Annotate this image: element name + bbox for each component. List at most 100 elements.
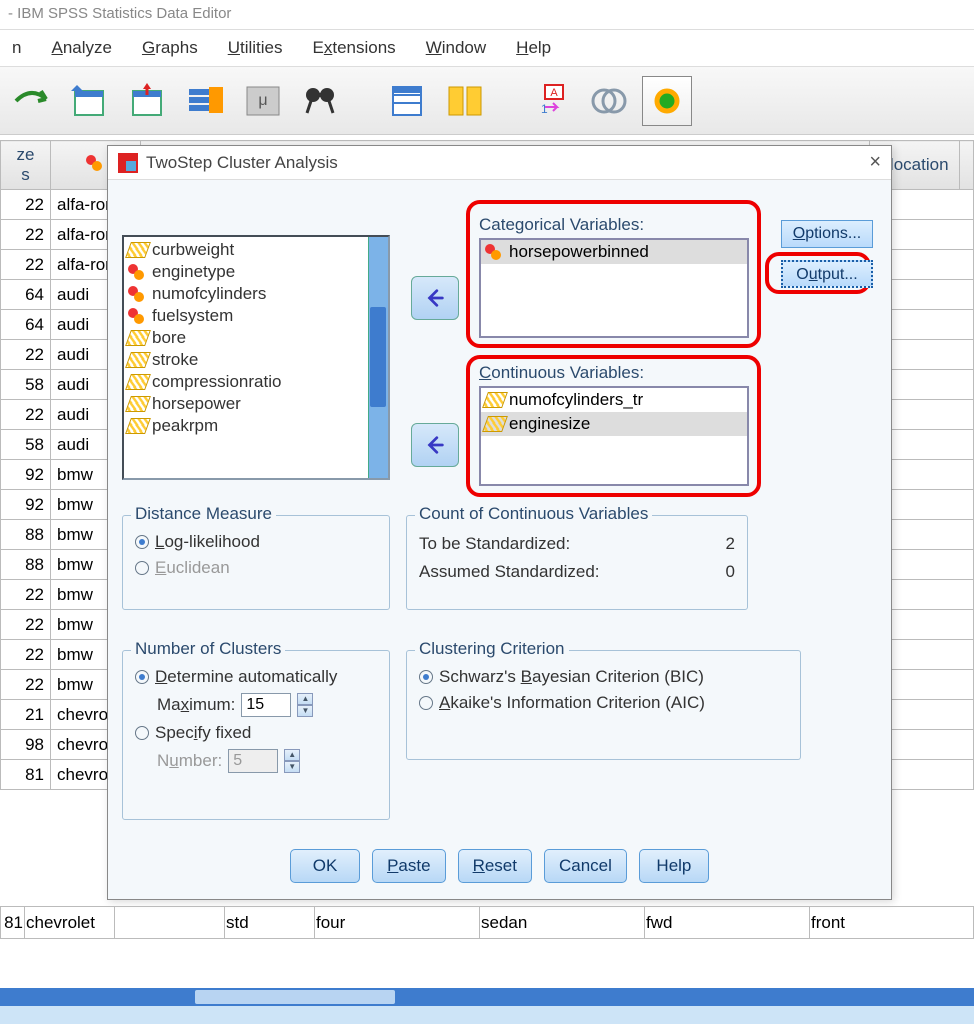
count-std-label: To be Standardized: bbox=[419, 534, 570, 554]
cancel-button[interactable]: Cancel bbox=[544, 849, 627, 883]
distance-title: Distance Measure bbox=[131, 504, 276, 524]
nominal-icon bbox=[485, 244, 505, 260]
var-label: peakrpm bbox=[152, 416, 218, 436]
radio-aic[interactable]: Akaike's Information Criterion (AIC) bbox=[419, 693, 788, 713]
categorical-label: Categorical Variables: bbox=[479, 215, 644, 235]
grid-cell[interactable]: 22 bbox=[1, 640, 51, 670]
num-input bbox=[228, 749, 278, 773]
value-labels-icon[interactable]: A1 bbox=[526, 76, 576, 126]
dialog-title: TwoStep Cluster Analysis bbox=[146, 153, 338, 173]
var-label: compressionratio bbox=[152, 372, 281, 392]
source-var-item[interactable]: stroke bbox=[126, 349, 386, 371]
continuous-var-item[interactable]: numofcylinders_tr bbox=[481, 388, 747, 412]
source-var-item[interactable]: horsepower bbox=[126, 393, 386, 415]
compute-icon[interactable]: μ bbox=[238, 76, 288, 126]
dialog-icon bbox=[118, 153, 138, 173]
distance-measure-group: Distance Measure Log-likelihood Euclidea… bbox=[122, 515, 390, 610]
source-var-item[interactable]: enginetype bbox=[126, 261, 386, 283]
scrollbar-track[interactable] bbox=[368, 237, 388, 478]
col-header-partial[interactable]: zes bbox=[1, 141, 51, 190]
redo-icon[interactable] bbox=[6, 76, 56, 126]
var-label: horsepowerbinned bbox=[509, 242, 649, 262]
menu-utilities[interactable]: Utilities bbox=[228, 38, 283, 58]
grid-cell[interactable]: 22 bbox=[1, 340, 51, 370]
categorical-variables-list[interactable]: horsepowerbinned bbox=[479, 238, 749, 338]
radio-specify-fixed[interactable]: Specify fixed bbox=[135, 723, 377, 743]
grid-cell[interactable]: 64 bbox=[1, 310, 51, 340]
grid-cell[interactable]: 22 bbox=[1, 220, 51, 250]
goto-var-icon[interactable] bbox=[122, 76, 172, 126]
grid-cell[interactable]: 22 bbox=[1, 400, 51, 430]
help-button[interactable]: Help bbox=[639, 849, 709, 883]
grid-cell[interactable]: 64 bbox=[1, 280, 51, 310]
menu-analyze[interactable]: Analyze bbox=[51, 38, 111, 58]
grid-cell[interactable]: 58 bbox=[1, 370, 51, 400]
grid-cell[interactable]: 88 bbox=[1, 550, 51, 580]
twostep-dialog: TwoStep Cluster Analysis × curbweighteng… bbox=[107, 145, 892, 900]
bottom-data-row: 81 chevrolet std four sedan fwd front bbox=[0, 906, 974, 939]
scale-icon bbox=[482, 416, 508, 432]
source-variable-list[interactable]: curbweightenginetypenumofcylindersfuelsy… bbox=[122, 235, 390, 480]
insert-case-icon[interactable] bbox=[382, 76, 432, 126]
source-var-item[interactable]: peakrpm bbox=[126, 415, 386, 437]
dialog-buttons: OK Paste Reset Cancel Help bbox=[108, 849, 891, 883]
nominal-icon bbox=[128, 308, 148, 324]
source-var-item[interactable]: numofcylinders bbox=[126, 283, 386, 305]
menu-graphs[interactable]: Graphs bbox=[142, 38, 198, 58]
grid-cell[interactable]: 98 bbox=[1, 730, 51, 760]
max-spinner[interactable]: ▲▼ bbox=[297, 693, 313, 717]
menu-window[interactable]: Window bbox=[426, 38, 486, 58]
grid-cell[interactable]: 22 bbox=[1, 580, 51, 610]
sets-icon[interactable] bbox=[584, 76, 634, 126]
grid-cell[interactable]: 88 bbox=[1, 520, 51, 550]
source-var-item[interactable]: curbweight bbox=[126, 239, 386, 261]
variables-icon[interactable] bbox=[180, 76, 230, 126]
grid-cell[interactable]: 22 bbox=[1, 250, 51, 280]
grid-cell[interactable]: 92 bbox=[1, 490, 51, 520]
menu-prefix[interactable]: n bbox=[12, 38, 21, 58]
scale-icon bbox=[482, 392, 508, 408]
dialog-titlebar: TwoStep Cluster Analysis × bbox=[108, 146, 891, 180]
add-icon[interactable] bbox=[642, 76, 692, 126]
radio-determine-auto[interactable]: Determine automatically bbox=[135, 667, 377, 687]
source-var-item[interactable]: fuelsystem bbox=[126, 305, 386, 327]
ok-button[interactable]: OK bbox=[290, 849, 360, 883]
continuous-variables-list[interactable]: numofcylinders_trenginesize bbox=[479, 386, 749, 486]
nominal-icon bbox=[128, 286, 148, 302]
continuous-var-item[interactable]: enginesize bbox=[481, 412, 747, 436]
max-input[interactable] bbox=[241, 693, 291, 717]
grid-cell[interactable]: 22 bbox=[1, 610, 51, 640]
grid-cell[interactable]: 21 bbox=[1, 700, 51, 730]
grid-cell[interactable]: 22 bbox=[1, 670, 51, 700]
move-to-categorical-button[interactable] bbox=[411, 276, 459, 320]
scrollbar-thumb[interactable] bbox=[370, 307, 386, 407]
horizontal-scrollbar[interactable] bbox=[0, 988, 974, 1006]
count-assumed-val: 0 bbox=[726, 562, 735, 582]
categorical-var-item[interactable]: horsepowerbinned bbox=[481, 240, 747, 264]
hscroll-thumb[interactable] bbox=[195, 990, 395, 1004]
grid-cell[interactable]: 22 bbox=[1, 190, 51, 220]
nominal-icon bbox=[128, 264, 148, 280]
toolbar: μ A1 bbox=[0, 67, 974, 135]
radio-log-likelihood[interactable]: Log-likelihood bbox=[135, 532, 377, 552]
menu-extensions[interactable]: Extensions bbox=[313, 38, 396, 58]
source-var-item[interactable]: bore bbox=[126, 327, 386, 349]
move-to-continuous-button[interactable] bbox=[411, 423, 459, 467]
goto-case-icon[interactable] bbox=[64, 76, 114, 126]
var-label: enginesize bbox=[509, 414, 590, 434]
options-button[interactable]: Options... bbox=[781, 220, 873, 248]
menu-help[interactable]: Help bbox=[516, 38, 551, 58]
find-icon[interactable] bbox=[296, 76, 346, 126]
paste-button[interactable]: Paste bbox=[372, 849, 445, 883]
reset-button[interactable]: Reset bbox=[458, 849, 532, 883]
col-header-spacer bbox=[960, 141, 974, 190]
split-icon[interactable] bbox=[440, 76, 490, 126]
criterion-group: Clustering Criterion Schwarz's Bayesian … bbox=[406, 650, 801, 760]
grid-cell[interactable]: 81 bbox=[1, 760, 51, 790]
grid-cell[interactable]: 58 bbox=[1, 430, 51, 460]
radio-bic[interactable]: Schwarz's Bayesian Criterion (BIC) bbox=[419, 667, 788, 687]
source-var-item[interactable]: compressionratio bbox=[126, 371, 386, 393]
close-icon[interactable]: × bbox=[869, 151, 881, 174]
grid-cell[interactable]: 92 bbox=[1, 460, 51, 490]
output-button[interactable]: Output... bbox=[781, 260, 873, 288]
